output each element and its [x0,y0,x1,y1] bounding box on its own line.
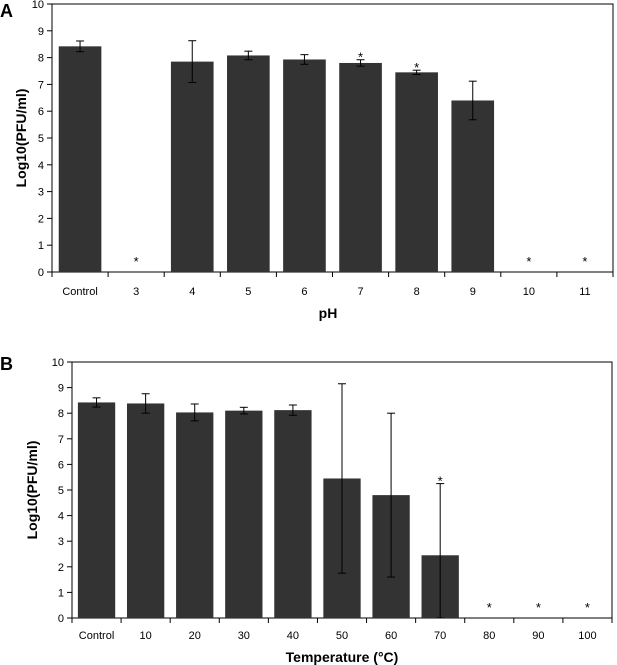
y-tick-label-a: 9 [38,26,44,38]
y-tick-label-a: 1 [38,240,44,252]
significance-marker-b: * [487,600,492,615]
x-tick-label-a: 9 [470,286,476,298]
bar-b [176,412,214,618]
y-tick-label-b: 6 [58,459,64,471]
y-tick-label-a: 8 [38,53,44,65]
x-tick-label-b: 50 [336,630,348,642]
x-tick-label-b: Control [79,630,114,642]
y-tick-label-b: 2 [58,562,64,574]
x-tick-label-b: 20 [189,630,201,642]
bar-a [227,55,270,273]
significance-marker-a: * [358,50,363,65]
x-tick-label-b: 70 [434,630,446,642]
x-tick-label-b: 80 [483,630,495,642]
x-tick-label-a: 7 [357,286,363,298]
y-axis-title-b: Log10(PFU/ml) [24,441,40,540]
panel-label-a: A [0,1,13,21]
bar-a [339,62,382,273]
x-tick-label-a: Control [62,286,97,298]
y-tick-label-b: 10 [52,357,64,369]
x-tick-label-a: 6 [301,286,307,298]
x-tick-label-b: 60 [385,630,397,642]
panel-label-b: B [0,354,13,374]
y-tick-label-a: 6 [38,106,44,118]
bar-b [126,403,165,618]
significance-marker-b: * [536,600,541,615]
bar-b [225,410,263,618]
y-tick-label-b: 5 [58,485,64,497]
y-tick-label-a: 3 [38,187,44,199]
y-axis-title-a: Log10(PFU/ml) [13,89,29,188]
y-tick-label-b: 4 [58,511,64,523]
x-tick-label-b: 40 [287,630,299,642]
y-tick-label-a: 4 [38,160,44,172]
y-tick-label-b: 9 [58,383,64,395]
x-tick-label-a: 3 [133,286,139,298]
significance-marker-b: * [585,600,590,615]
significance-marker-a: * [526,254,531,269]
significance-marker-a: * [582,254,587,269]
bar-a [170,61,214,273]
x-tick-label-b: 90 [532,630,544,642]
y-tick-label-a: 5 [38,133,44,145]
x-tick-label-a: 11 [579,286,590,298]
y-tick-label-a: 2 [38,213,44,225]
x-tick-label-b: 10 [140,630,152,642]
x-tick-label-a: 8 [414,286,420,298]
bar-a [395,72,438,272]
bar-b [77,402,116,618]
significance-marker-a: * [134,254,139,269]
y-tick-label-b: 7 [58,434,64,446]
y-tick-label-b: 1 [58,587,64,599]
y-tick-label-b: 8 [58,408,64,420]
plot-frame-a [51,3,614,273]
x-tick-label-b: 30 [238,630,250,642]
y-tick-label-a: 0 [38,267,44,279]
y-tick-label-a: 7 [38,79,44,91]
significance-marker-a: * [414,60,419,75]
y-tick-label-a: 10 [32,0,44,11]
x-tick-label-a: 4 [189,286,195,298]
significance-marker-b: * [438,474,443,489]
x-axis-title-b: Temperature (°C) [286,649,399,665]
bar-a [58,46,102,273]
x-tick-label-b: 100 [578,630,596,642]
x-tick-label-a: 5 [245,286,251,298]
x-axis-title-a: pH [319,305,338,321]
chart-panel-a: A pH Log10(PFU/ml) 0 1 2 3 4 5 6 7 8 9 10 Control 3 4… [0,0,614,321]
x-tick-label-a: 10 [523,286,535,298]
bar-a [451,100,495,272]
chart-panel-b: B Temperature (°C) Log10(PFU/ml) 0 1 2 3 4 5 6… [0,354,613,665]
y-tick-label-b: 0 [58,613,64,625]
bar-a [283,59,326,273]
bar-b [274,410,312,618]
y-tick-label-b: 3 [58,536,64,548]
